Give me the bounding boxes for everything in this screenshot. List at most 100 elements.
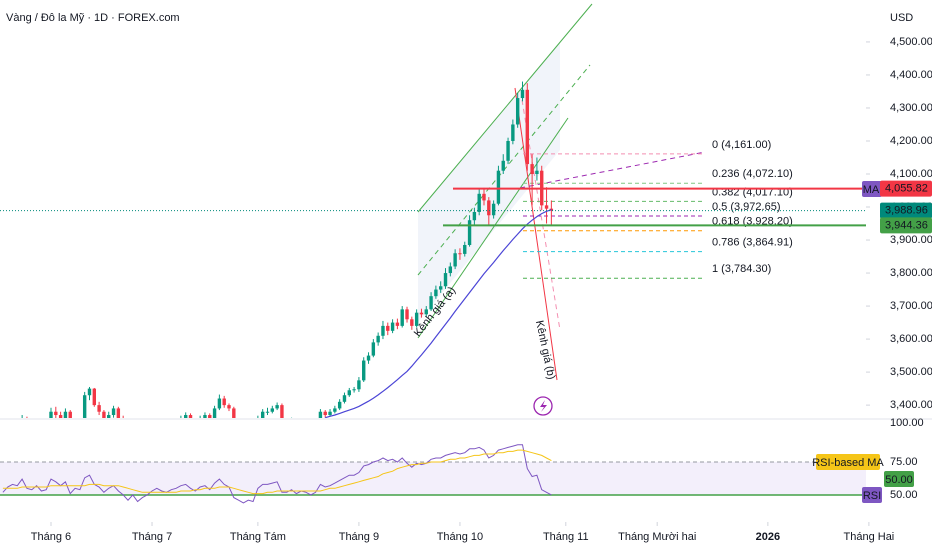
candle-body	[424, 309, 428, 315]
y-tick-label: 75.00	[890, 456, 918, 468]
price-tag-label: 3,988.96	[885, 205, 928, 217]
rsi-band	[0, 461, 866, 495]
y-tick-label: 4,400.00	[890, 69, 932, 81]
candle-body	[438, 286, 443, 290]
candle-body	[386, 325, 390, 331]
fib-label: 1 (3,784.30)	[712, 263, 771, 275]
candle-body	[212, 408, 217, 418]
candle-body	[49, 411, 53, 418]
candle-body	[467, 220, 472, 245]
candle-body	[496, 170, 501, 204]
candle-body	[328, 411, 332, 416]
candle-body	[362, 360, 366, 381]
y-tick-label: 4,100.00	[890, 168, 932, 180]
candle-body	[405, 309, 409, 320]
candle-body	[184, 415, 188, 418]
tag-text: RSI	[863, 490, 881, 502]
candle-body	[347, 390, 351, 396]
candle-body	[472, 211, 477, 221]
x-tick-label: Tháng Hai	[844, 531, 895, 543]
y-tick-label: 3,700.00	[890, 300, 932, 312]
x-tick-label: Tháng 6	[31, 531, 71, 543]
candle-body	[63, 411, 68, 418]
y-tick-label: 3,800.00	[890, 267, 932, 279]
y-tick-label: 3,600.00	[890, 333, 932, 345]
candle-body	[227, 405, 231, 409]
tag-text: RSI-based MA	[812, 457, 884, 469]
main-pane: 0 (4,161.00)0.236 (4,072.10)0.382 (4,017…	[0, 81, 866, 418]
tag-box	[816, 454, 880, 470]
x-tick-label: Tháng 10	[437, 531, 483, 543]
fib-label: 0.236 (4,072.10)	[712, 168, 793, 180]
y-tick-label: 4,200.00	[890, 135, 932, 147]
candle-body	[208, 415, 212, 418]
candle-body	[487, 200, 491, 216]
tag-box	[884, 471, 914, 487]
channel-line	[417, 117, 569, 339]
x-tick-label: Tháng 11	[543, 531, 589, 543]
tag-text: 50.00	[885, 474, 913, 486]
candle-body	[188, 415, 193, 418]
channel-line	[514, 87, 558, 381]
candle-body	[275, 405, 279, 409]
candle-body	[357, 380, 361, 390]
candle-body	[501, 160, 505, 171]
candle-body	[525, 89, 529, 165]
candle-body	[265, 411, 270, 413]
y-tick-label: 100.00	[890, 417, 924, 429]
candle-body	[116, 408, 121, 418]
candle-body	[260, 411, 265, 418]
candle-body	[381, 325, 385, 336]
x-tick-label: 2026	[756, 531, 780, 543]
candle-body	[217, 398, 222, 409]
fib-label: 0 (4,161.00)	[712, 139, 771, 151]
x-tick-label: Tháng Mười hai	[618, 531, 696, 543]
candle-body	[515, 98, 520, 125]
candle-body	[82, 395, 87, 418]
tag-box	[862, 487, 882, 503]
candle-body	[376, 335, 380, 343]
tag-box	[862, 181, 882, 197]
x-tick-label: Tháng Tám	[230, 531, 286, 543]
candle-body	[280, 405, 284, 418]
candle-body	[434, 289, 438, 297]
ma-line	[325, 209, 552, 418]
candle-body	[414, 312, 419, 326]
price-tag	[880, 180, 932, 197]
candle-body	[342, 395, 347, 402]
y-tick-label: 4,300.00	[890, 102, 932, 114]
candle-body	[506, 140, 510, 161]
tag-text: MA	[863, 184, 880, 196]
candle-body	[453, 253, 457, 267]
candle-body	[491, 203, 496, 216]
channel-line	[417, 3, 593, 213]
candle-body	[68, 411, 72, 418]
candle-body	[107, 415, 111, 418]
x-tick-label: Tháng 7	[132, 531, 172, 543]
candle-body	[371, 342, 376, 356]
currency: USD	[890, 12, 913, 24]
y-tick-label: 4,500.00	[890, 36, 932, 48]
candle-body	[323, 411, 327, 416]
candle-body	[419, 312, 424, 315]
candle-body	[366, 355, 371, 361]
rsi-line	[2, 449, 552, 495]
x-tick-label: Tháng 9	[339, 531, 379, 543]
candle-body	[337, 401, 342, 409]
candle-body	[270, 408, 275, 412]
candle-body	[222, 398, 226, 406]
candle-body	[54, 411, 58, 416]
price-tag	[880, 217, 932, 234]
candle-body	[520, 89, 525, 99]
price-tag-label: 3,944.36	[885, 219, 928, 231]
y-tick-label: 3,900.00	[890, 234, 932, 246]
candle-body	[544, 205, 549, 209]
price-tag	[880, 202, 932, 219]
candle-body	[390, 322, 395, 331]
fib-label: 0.5 (3,972.65)	[712, 201, 781, 213]
candle-body	[97, 405, 101, 412]
candle-body	[232, 408, 236, 418]
